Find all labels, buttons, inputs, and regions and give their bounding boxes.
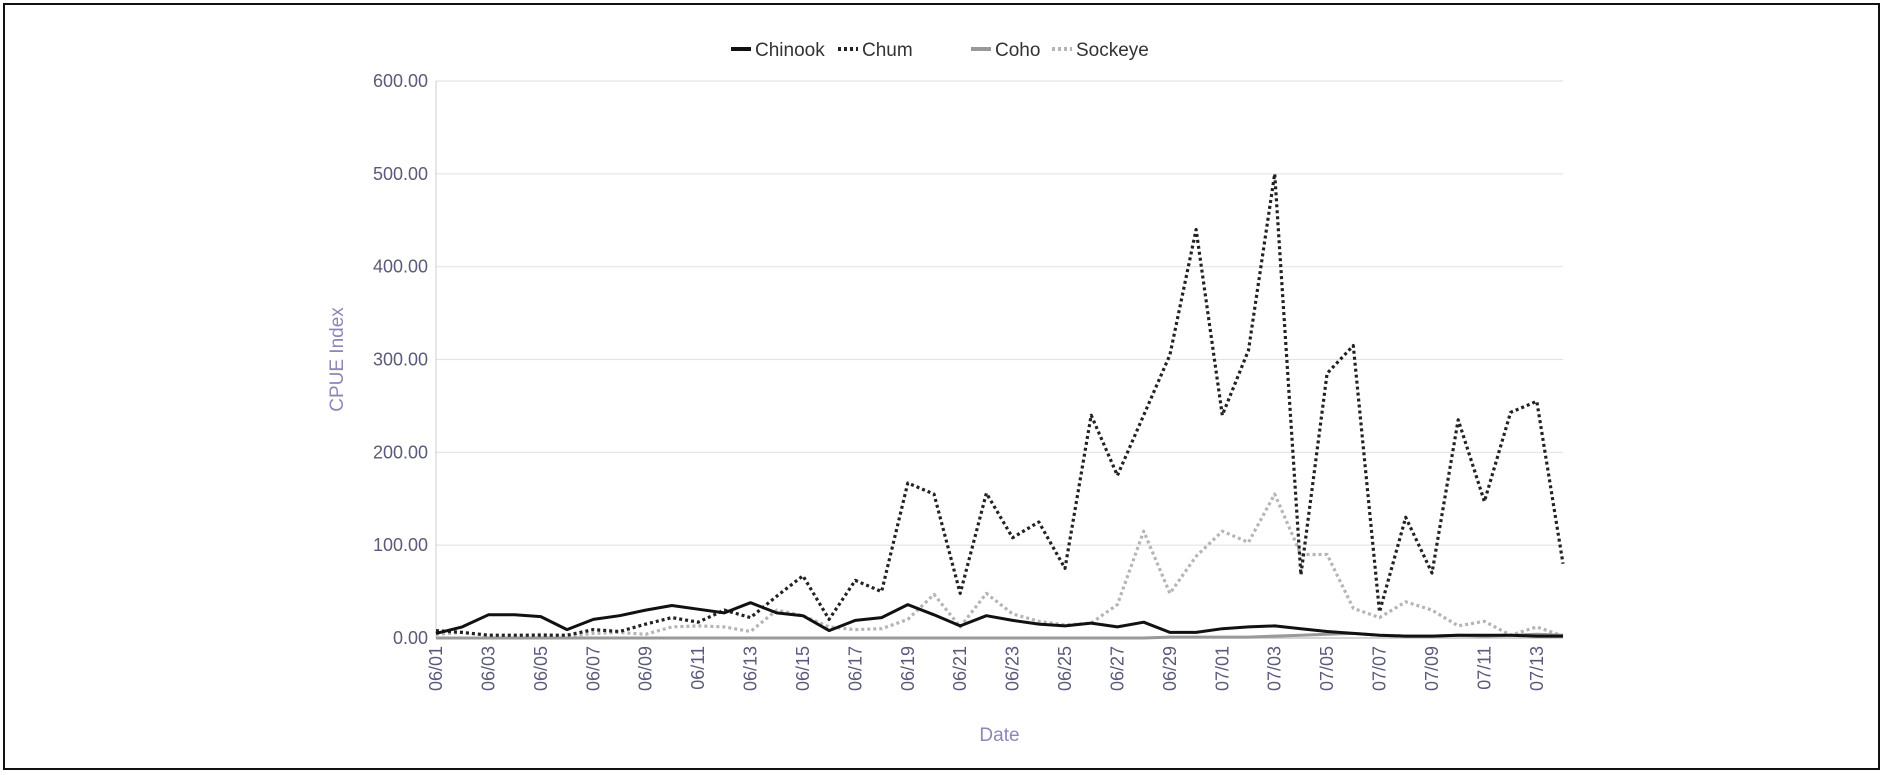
chart-frame [3,3,1880,770]
legend-label-chum: Chum [862,40,913,61]
y-tick-label: 600.00 [373,71,428,91]
x-tick-label: 06/11 [688,646,708,690]
x-tick-label: 06/03 [478,646,498,691]
x-tick-label: 06/09 [636,646,656,691]
legend: Chinook Chum Coho Sockeye [731,40,1149,61]
legend-label-coho: Coho [995,40,1040,61]
x-tick-label: 07/01 [1212,646,1232,691]
x-axis-tick-labels: 06/01 06/03 06/05 06/07 06/09 06/11 06/13 06/15… [426,646,1547,691]
x-tick-label: 07/09 [1422,646,1442,691]
x-tick-label: 06/01 [426,646,446,691]
x-tick-label: 07/07 [1370,646,1390,691]
x-tick-label: 06/27 [1107,646,1127,691]
series-line-chinook [435,601,1563,638]
legend-label-sockeye: Sockeye [1076,40,1149,61]
x-tick-label: 06/07 [583,646,603,691]
series-lines [435,172,1565,640]
x-tick-label: 06/17 [845,646,865,691]
series-line-sockeye [435,492,1564,638]
y-tick-label: 300.00 [373,350,428,370]
x-tick-label: 06/15 [793,646,813,691]
x-tick-label: 06/13 [741,646,761,691]
x-tick-label: 06/19 [898,646,918,691]
y-axis-title: CPUE Index [327,307,348,412]
gridlines [435,80,1563,639]
y-tick-label: 0.00 [393,628,428,648]
x-axis-title: Date [979,725,1019,746]
y-tick-label: 100.00 [373,535,428,555]
x-tick-label: 07/05 [1317,646,1337,691]
x-tick-label: 06/21 [950,646,970,691]
x-tick-label: 06/25 [1055,646,1075,691]
y-tick-label: 500.00 [373,164,428,184]
x-tick-label: 07/11 [1474,646,1494,690]
series-line-chum [435,172,1565,637]
x-tick-label: 07/13 [1527,646,1547,691]
y-tick-label: 400.00 [373,257,428,277]
y-axis-tick-labels: 0.00 100.00 200.00 300.00 400.00 500.00 600.00 [373,71,428,648]
x-tick-label: 06/05 [531,646,551,691]
y-tick-label: 200.00 [373,442,428,462]
x-tick-label: 07/03 [1265,646,1285,691]
x-tick-label: 06/23 [1003,646,1023,691]
legend-label-chinook: Chinook [755,40,825,61]
x-tick-label: 06/29 [1160,646,1180,691]
